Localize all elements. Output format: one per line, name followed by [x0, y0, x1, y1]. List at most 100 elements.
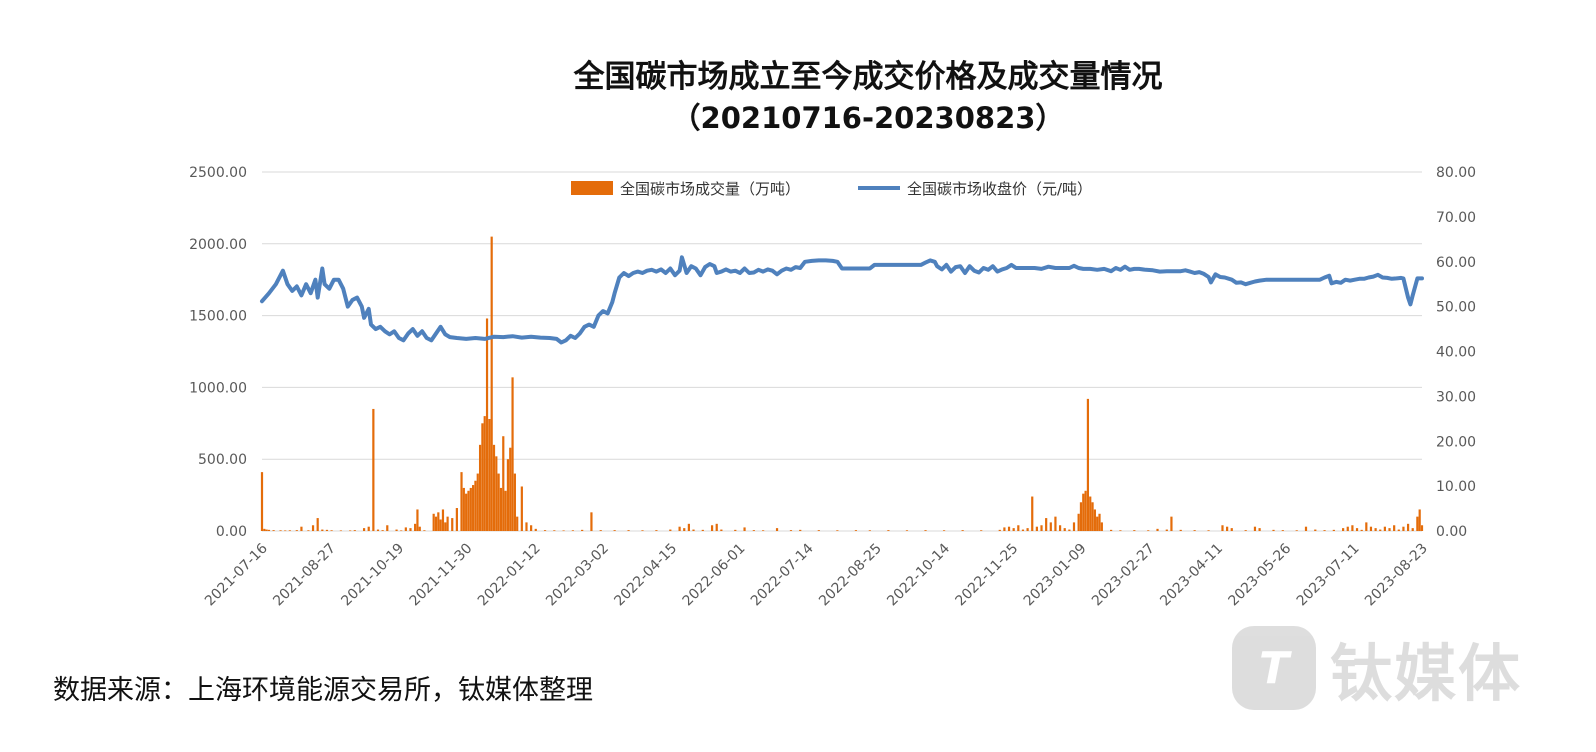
volume-bar — [509, 447, 512, 531]
chart-title: 全国碳市场成立至今成交价格及成交量情况 — [573, 59, 1163, 95]
volume-bar — [469, 487, 472, 531]
volume-bar — [1133, 530, 1136, 531]
volume-bar — [687, 523, 690, 531]
volume-bar — [1054, 516, 1057, 531]
volume-bars — [260, 236, 1424, 532]
x-tick-label: 2022-11-25 — [953, 541, 1022, 610]
volume-bar — [1332, 529, 1335, 531]
y-right-tick-label: 80.00 — [1436, 165, 1476, 181]
volume-bar — [284, 530, 287, 532]
volume-bar — [472, 485, 475, 531]
volume-bar — [1360, 529, 1363, 531]
volume-bar — [1295, 530, 1298, 531]
volume-bar — [465, 493, 468, 531]
x-tick-label: 2023-08-23 — [1362, 541, 1431, 610]
volume-bar — [1045, 518, 1048, 531]
y-right-tick-label: 50.00 — [1436, 300, 1476, 316]
volume-bar — [530, 525, 533, 531]
volume-bar — [1170, 516, 1173, 531]
volume-bar — [265, 529, 268, 531]
volume-bar — [1258, 528, 1261, 531]
legend-label-volume: 全国碳市场成交量（万吨） — [620, 180, 800, 198]
volume-bar — [678, 526, 681, 531]
volume-bar — [641, 530, 644, 531]
volume-bar — [467, 490, 470, 531]
x-tick-label: 2022-01-12 — [475, 541, 544, 610]
volume-bar — [571, 530, 574, 531]
volume-bar — [799, 529, 802, 531]
grid — [262, 171, 1422, 532]
volume-bar — [1021, 529, 1025, 531]
legend-label-price: 全国碳市场收盘价（元/吨） — [907, 180, 1092, 198]
volume-bar — [1100, 522, 1103, 531]
y-right-tick-label: 70.00 — [1436, 210, 1476, 226]
volume-bar — [1003, 527, 1006, 531]
volume-bar — [263, 528, 266, 531]
volume-bar — [1221, 525, 1224, 531]
y-right-tick-label: 20.00 — [1436, 434, 1476, 450]
volume-bar — [520, 486, 523, 531]
volume-bar — [1031, 496, 1034, 531]
volume-bar — [1281, 530, 1284, 531]
volume-bar — [418, 526, 421, 531]
volume-bar — [437, 512, 440, 531]
volume-bar — [789, 530, 793, 531]
x-tick-label: 2021-07-16 — [202, 540, 271, 609]
volume-bar — [655, 530, 658, 531]
x-tick-label: 2022-10-14 — [884, 540, 953, 609]
volume-bar — [1402, 526, 1405, 531]
volume-bar — [1063, 528, 1066, 531]
volume-bar — [446, 516, 449, 531]
volume-bar — [367, 526, 370, 531]
volume-bar — [1397, 529, 1400, 531]
volume-bar — [295, 530, 298, 531]
volume-bar — [1089, 496, 1092, 531]
volume-bar — [627, 530, 630, 531]
x-tick-label: 2022-04-15 — [611, 541, 680, 610]
volume-bar — [300, 526, 303, 531]
volume-bar — [1379, 529, 1382, 531]
volume-bar — [715, 523, 718, 531]
volume-bar — [511, 377, 514, 531]
volume-bar — [1272, 529, 1275, 531]
volume-bar — [1156, 528, 1159, 531]
tmtpost-logo-icon: T — [1232, 626, 1316, 710]
y-right-tick-label: 0.00 — [1436, 524, 1467, 540]
volume-bar — [1393, 525, 1396, 531]
volume-bar — [1084, 490, 1087, 531]
volume-bar — [1418, 509, 1421, 531]
volume-bar — [311, 525, 315, 531]
volume-bar — [490, 236, 493, 531]
volume-bar — [513, 473, 516, 531]
volume-bar — [485, 318, 489, 531]
legend-swatch-volume — [571, 181, 613, 195]
y-right-tick-label: 60.00 — [1436, 255, 1476, 271]
volume-bar — [1253, 526, 1257, 531]
volume-bar — [1040, 525, 1043, 531]
volume-bar — [1230, 528, 1233, 531]
watermark: T 钛媒体 — [1232, 622, 1552, 714]
volume-bar — [325, 529, 329, 531]
y-left-tick-label: 0.00 — [216, 524, 247, 540]
y-left-tick-label: 500.00 — [198, 452, 247, 468]
volume-bar — [492, 444, 496, 531]
y-left-tick-label: 1500.00 — [189, 309, 247, 325]
x-tick-label: 2022-08-25 — [816, 541, 885, 610]
volume-bar — [451, 518, 454, 531]
volume-bar — [743, 527, 746, 531]
volume-bar — [1365, 522, 1368, 531]
volume-bar — [516, 516, 519, 531]
volume-bar — [404, 527, 407, 531]
volume-bar — [474, 480, 477, 531]
volume-bar — [376, 529, 380, 531]
watermark-text: 钛媒体 — [1330, 637, 1523, 710]
volume-bar — [980, 530, 983, 531]
volume-bar — [553, 530, 556, 531]
volume-bar — [455, 508, 458, 531]
volume-bar — [1058, 525, 1062, 531]
volume-bar — [481, 423, 484, 531]
data-source-note: 数据来源：上海环境能源交易所，钛媒体整理 — [53, 675, 593, 706]
volume-bar — [267, 529, 271, 531]
volume-bar — [362, 528, 366, 531]
